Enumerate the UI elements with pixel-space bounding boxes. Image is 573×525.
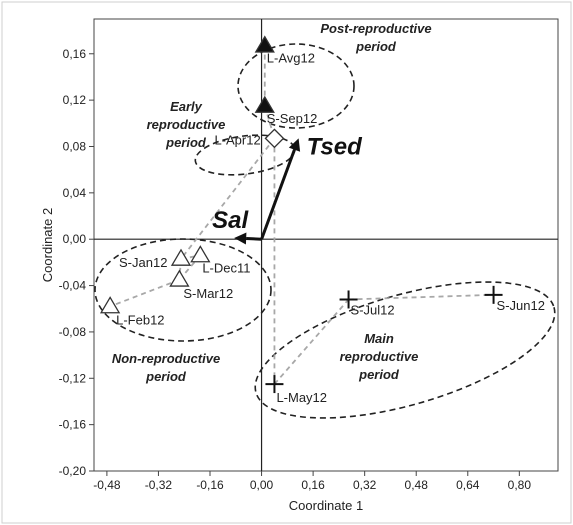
point-label: S-Mar12: [183, 286, 233, 301]
y-tick-label: -0,04: [59, 279, 87, 293]
group-label-line: reproductive: [147, 117, 226, 132]
point-label: L-Avg12: [267, 51, 315, 66]
axis-ticks: -0,48 -0,32 -0,16 0,00 0,16 0,32 0,48 0,64 0,80 0…: [59, 47, 532, 492]
x-tick-label: -0,16: [196, 478, 224, 492]
point-label: S-Jan12: [119, 255, 167, 270]
group-label-line: Non-reproductive: [112, 351, 220, 366]
group-label-line: period: [355, 39, 397, 54]
vector-sal-arrowhead: [234, 232, 247, 245]
group-label-line: period: [165, 135, 207, 150]
environment-vectors: Tsed Sal: [212, 133, 363, 245]
plot-area-frame: [93, 18, 559, 472]
point-label: L-May12: [276, 390, 327, 405]
point-marker: [254, 35, 275, 53]
point-label: L-Feb12: [116, 312, 164, 327]
vector-label-sal: Sal: [212, 207, 249, 234]
point-label: S-Jul12: [351, 302, 395, 317]
group-label-line: period: [145, 369, 187, 384]
point-marker: [264, 128, 285, 149]
vector-label-tsed: Tsed: [307, 133, 363, 160]
group-labels: Post-reproductive period Early reproductive…: [112, 21, 432, 384]
x-tick-label: -0,48: [93, 478, 121, 492]
group-label-line: Main: [364, 331, 394, 346]
point-marker: [169, 269, 190, 287]
x-tick-label: 0,48: [405, 478, 429, 492]
x-tick-label: 0,00: [250, 478, 274, 492]
group-label-line: Early: [170, 99, 203, 114]
point-marker: [99, 296, 121, 314]
data-points: [99, 35, 503, 394]
x-tick-label: 0,80: [508, 478, 532, 492]
group-label-line: period: [358, 367, 400, 382]
y-tick-label: 0,00: [63, 232, 87, 246]
vector-tsed-arrowhead: [288, 138, 301, 152]
x-tick-label: 0,64: [456, 478, 480, 492]
x-tick-label: -0,32: [145, 478, 173, 492]
point-marker: [254, 95, 275, 113]
y-tick-label: 0,12: [63, 93, 87, 107]
connector-line: [273, 298, 350, 385]
post-reproductive-ellipse: [237, 43, 355, 129]
y-tick-label: -0,08: [59, 325, 87, 339]
y-tick-label: 0,04: [63, 186, 87, 200]
y-tick-label: -0,12: [59, 371, 87, 385]
x-axis-title: Coordinate 1: [289, 498, 363, 513]
y-tick-label: 0,08: [63, 139, 87, 153]
y-tick-label: 0,16: [63, 47, 87, 61]
connector-lines: [109, 45, 494, 385]
vector-tsed-shaft: [260, 149, 296, 240]
vector-sal-shaft: [246, 237, 262, 241]
point-marker: [170, 248, 192, 266]
connector-line: [180, 137, 276, 260]
non-reproductive-ellipse: [94, 238, 272, 342]
x-tick-label: 0,16: [301, 478, 325, 492]
point-labels: L-Avg12 S-Sep12 L-Apr12 S-Jan12 L-Dec11 S-Mar…: [116, 51, 545, 405]
y-tick-label: -0,16: [59, 418, 87, 432]
point-label: S-Jun12: [497, 298, 545, 313]
y-axis-title: Coordinate 2: [40, 208, 55, 282]
point-marker: [190, 245, 211, 263]
group-label-line: Post-reproductive: [320, 21, 431, 36]
point-label: L-Apr12: [214, 132, 260, 147]
group-label-line: reproductive: [340, 349, 419, 364]
point-label: S-Sep12: [267, 111, 318, 126]
point-label: L-Dec11: [202, 260, 250, 275]
connector-line: [348, 293, 494, 301]
x-tick-label: 0,32: [353, 478, 377, 492]
connector-line: [109, 278, 180, 308]
y-tick-label: -0,20: [59, 464, 87, 478]
main-reproductive-ellipse: [254, 281, 556, 419]
